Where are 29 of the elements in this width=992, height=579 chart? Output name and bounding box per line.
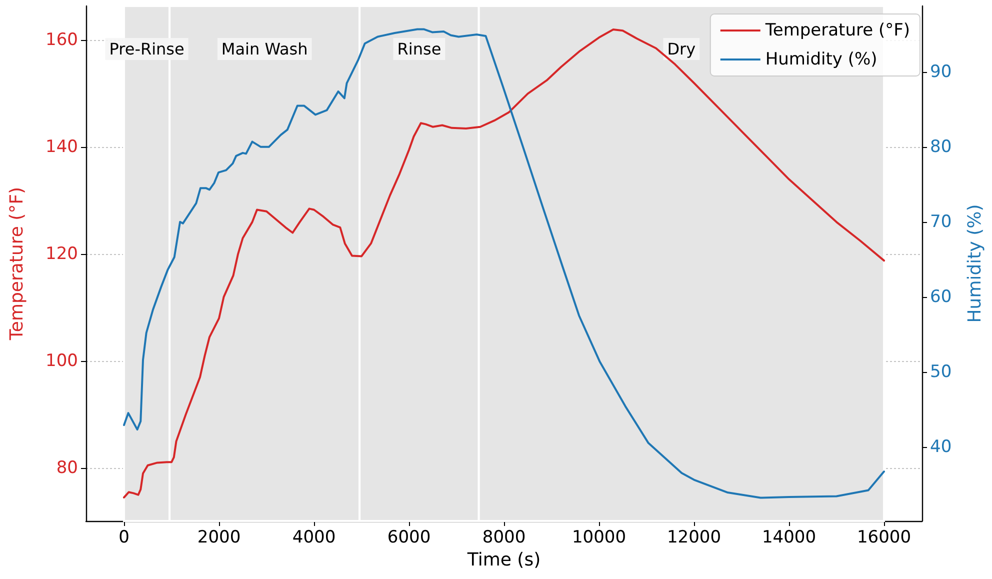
y2-axis-title: Humidity (%) bbox=[964, 204, 986, 323]
y-tick-label: 140 bbox=[46, 137, 78, 158]
y-tick-label: 100 bbox=[46, 351, 78, 372]
x-tick-label: 16000 bbox=[856, 528, 912, 548]
band-label: Main Wash bbox=[221, 40, 308, 58]
band-label: Pre-Rinse bbox=[109, 40, 184, 58]
y-tick-label: 80 bbox=[56, 458, 78, 478]
legend-label: Humidity (%) bbox=[765, 50, 878, 70]
y-tick-label: 120 bbox=[46, 244, 78, 264]
y2-tick-label: 90 bbox=[930, 62, 952, 82]
y-tick-label: 160 bbox=[46, 30, 78, 50]
y2-tick-label: 50 bbox=[930, 362, 952, 382]
x-tick-label: 10000 bbox=[572, 528, 626, 548]
band-label: Dry bbox=[667, 40, 696, 58]
x-tick-label: 2000 bbox=[197, 528, 241, 548]
y2-tick-label: 40 bbox=[930, 436, 952, 457]
x-tick-label: 4000 bbox=[292, 528, 336, 548]
x-tick-label: 6000 bbox=[387, 528, 431, 548]
band-label: Rinse bbox=[397, 40, 442, 58]
x-axis-title: Time (s) bbox=[466, 550, 541, 570]
x-tick-label: 12000 bbox=[666, 528, 722, 548]
x-tick-label: 8000 bbox=[482, 528, 526, 548]
y-axis-title: Temperature (°F) bbox=[6, 186, 28, 342]
y2-tick-label: 60 bbox=[930, 286, 952, 307]
x-tick-label: 14000 bbox=[762, 528, 816, 548]
legend-label: Temperature (°F) bbox=[764, 20, 910, 40]
x-tick-label: 0 bbox=[118, 528, 130, 548]
y2-tick-label: 80 bbox=[930, 136, 952, 157]
y2-tick-label: 70 bbox=[930, 212, 952, 232]
